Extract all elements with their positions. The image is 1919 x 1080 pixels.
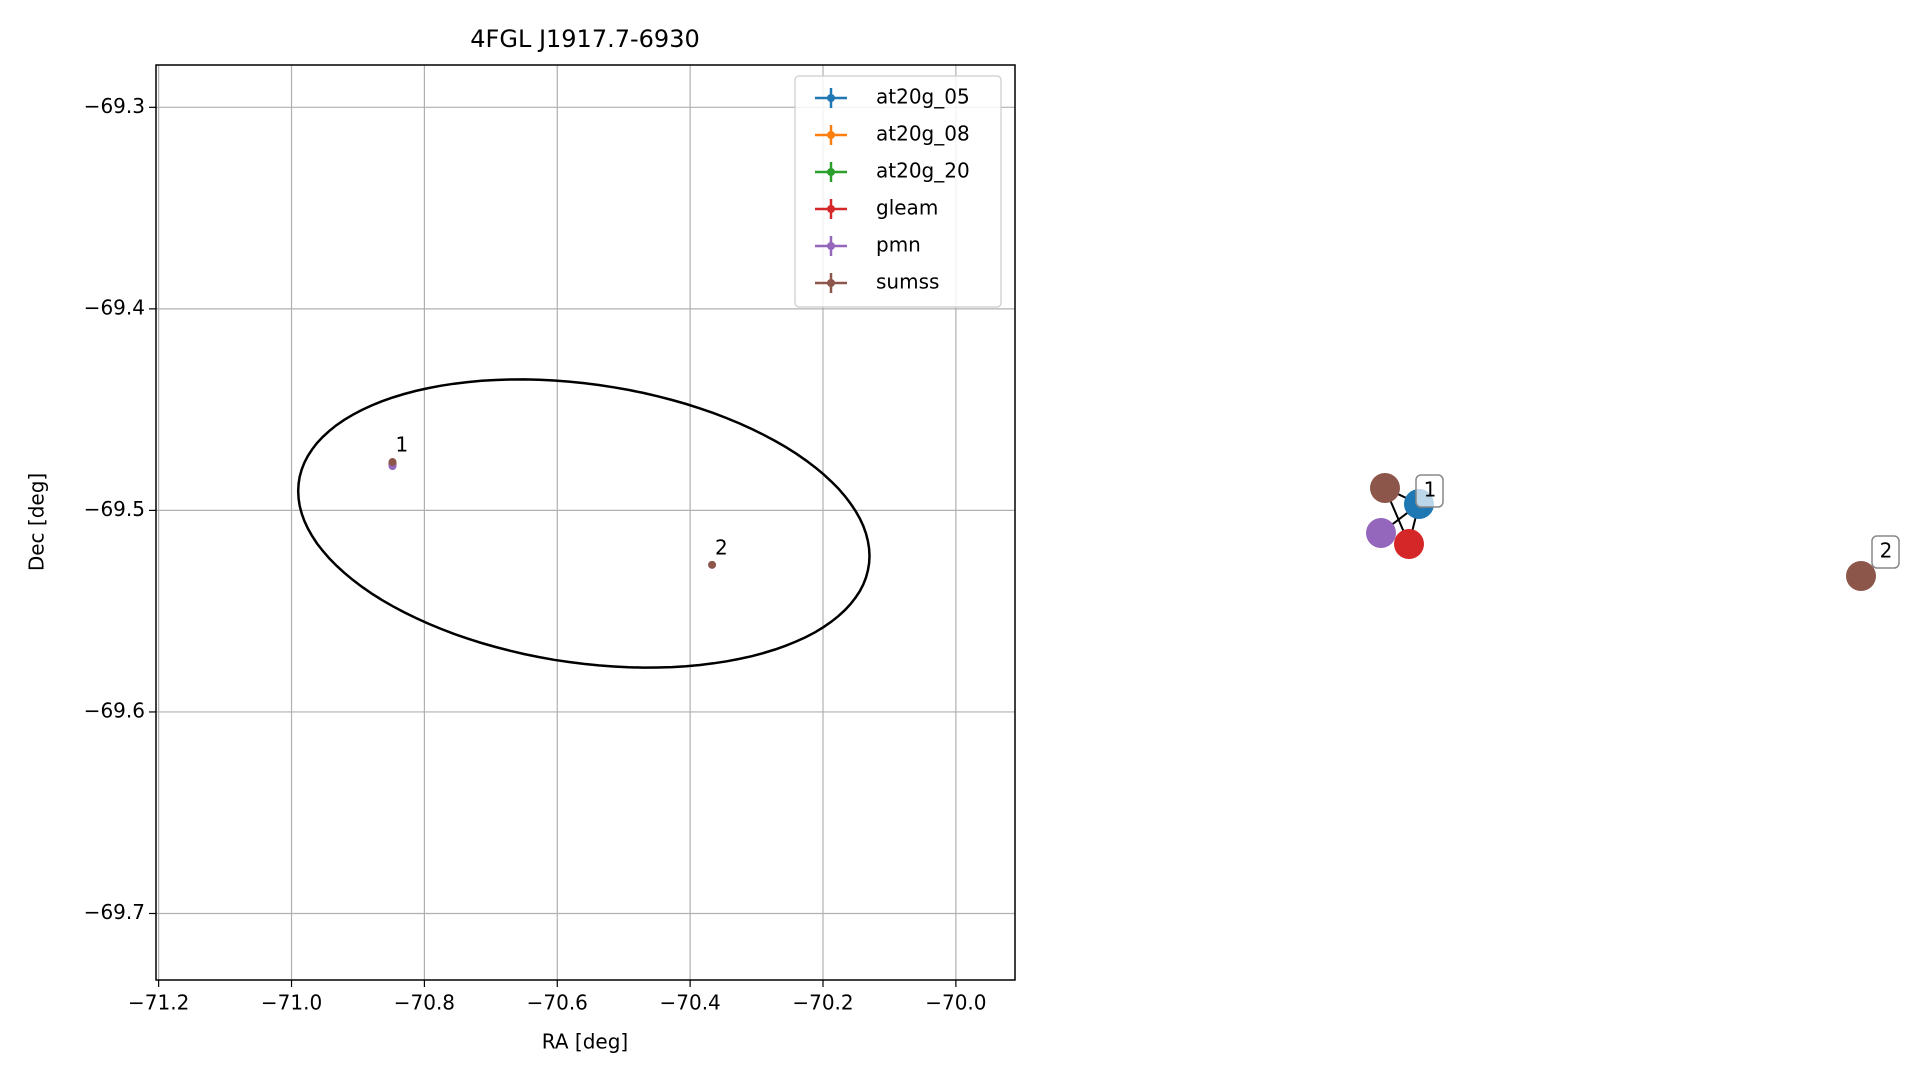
legend-label: at20g_20 [876, 159, 970, 183]
x-tick-label: −70.4 [659, 991, 720, 1015]
chart-title: 4FGL J1917.7-6930 [470, 25, 699, 53]
legend-label: at20g_08 [876, 122, 970, 146]
legend-marker [827, 168, 835, 176]
x-tick-label: −70.8 [394, 991, 455, 1015]
annotation: 1 [396, 433, 409, 457]
y-tick-label: −69.3 [84, 94, 145, 118]
node-label-box [1871, 535, 1900, 569]
legend-label: at20g_05 [876, 85, 970, 109]
legend-marker [827, 131, 835, 139]
legend-marker [827, 205, 835, 213]
position-ellipse [296, 378, 871, 669]
y-tick-label: −69.4 [84, 295, 145, 319]
node-label: 1 [1424, 478, 1437, 502]
y-tick-label: −69.6 [84, 698, 145, 722]
data-point [388, 458, 397, 467]
node [1394, 529, 1424, 559]
legend-marker [827, 242, 835, 250]
node-label: 2 [1880, 539, 1893, 563]
legend-label: pmn [876, 233, 921, 257]
node [1366, 518, 1396, 548]
source-graph: 1 2 [1366, 473, 1900, 591]
y-axis-label: Dec [deg] [25, 473, 49, 571]
legend-marker [827, 94, 835, 102]
legend-label: gleam [876, 196, 938, 220]
y-tick-label: −69.5 [84, 497, 145, 521]
node-label-box [1415, 474, 1444, 508]
axes-frame [155, 64, 1016, 981]
node [1846, 561, 1876, 591]
x-tick-label: −71.2 [128, 991, 189, 1015]
y-tick-label: −69.7 [84, 900, 145, 924]
node [1370, 473, 1400, 503]
legend-label: sumss [876, 270, 939, 294]
data-point [708, 560, 717, 569]
annotation: 2 [715, 535, 728, 559]
x-tick-label: −71.0 [261, 991, 322, 1015]
legend-marker [827, 279, 835, 287]
x-tick-label: −70.6 [527, 991, 588, 1015]
x-tick-label: −70.2 [792, 991, 853, 1015]
x-axis-label: RA [deg] [542, 1030, 628, 1054]
x-tick-label: −70.0 [925, 991, 986, 1015]
